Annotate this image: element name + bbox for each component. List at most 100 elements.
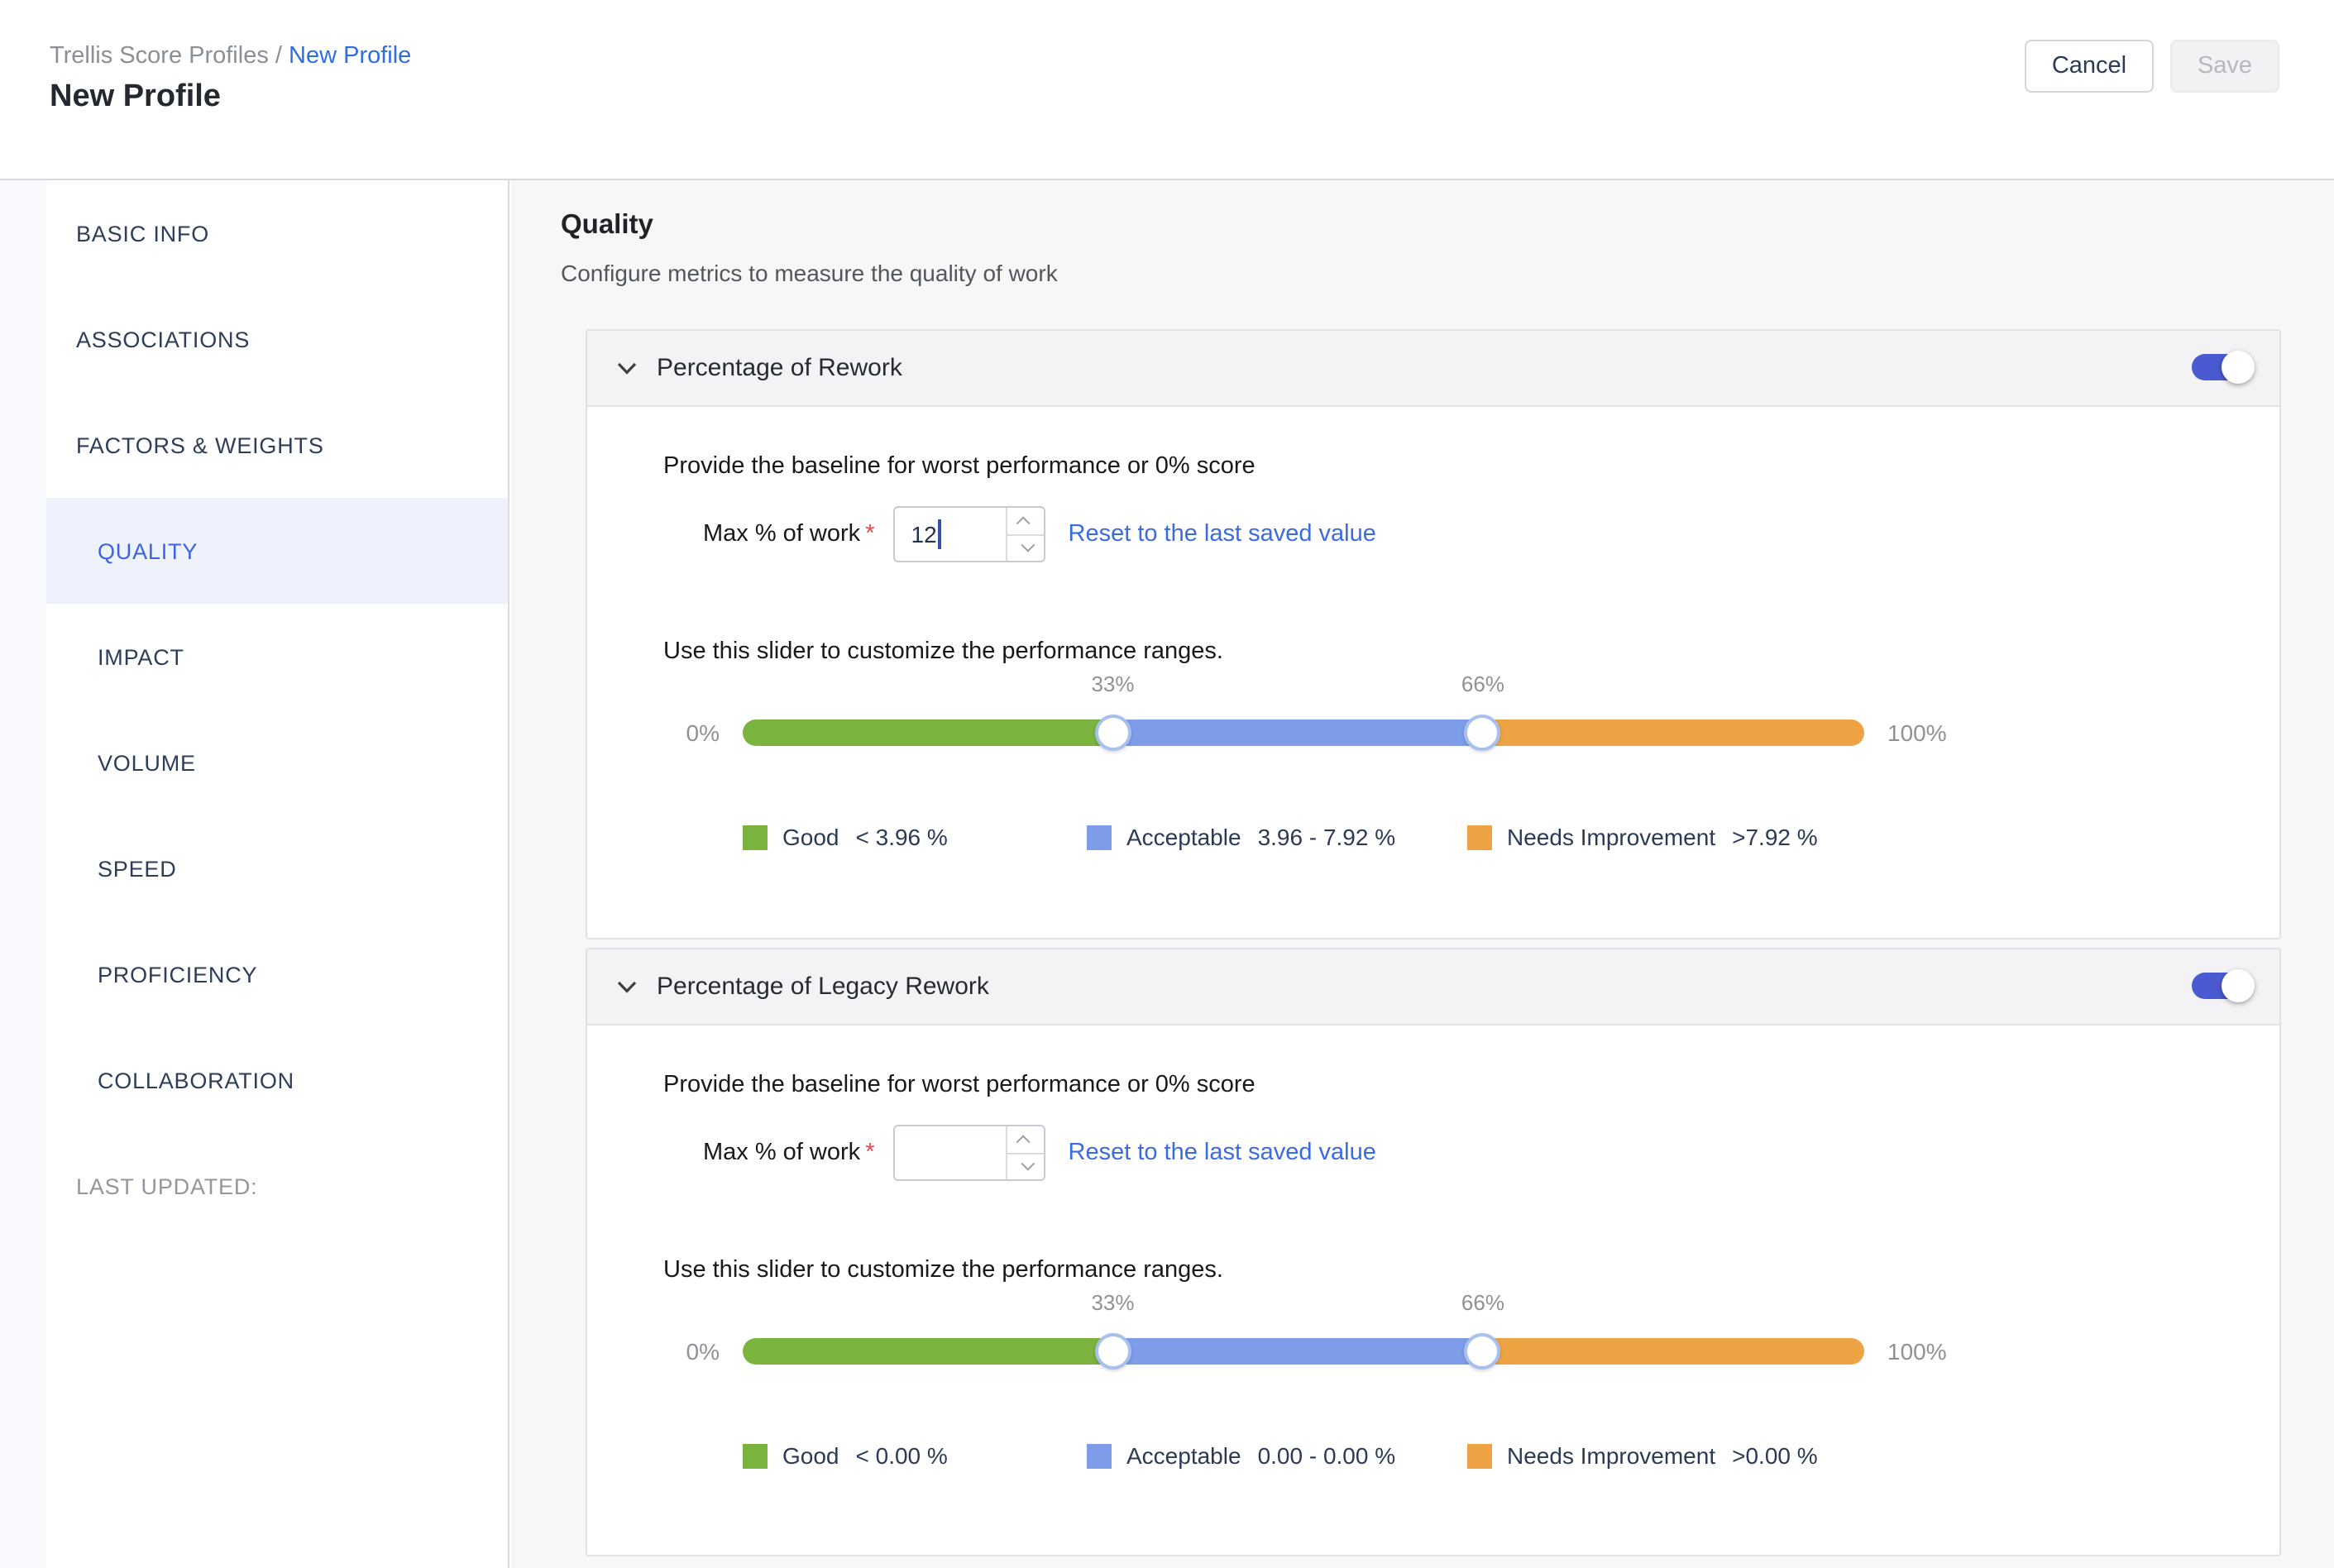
legend-name: Good: [782, 824, 839, 850]
range-legend: Good < 3.96 % Acceptable 3.96 - 7.92 % N…: [587, 824, 2279, 853]
slider-track[interactable]: [743, 719, 1864, 746]
card-header[interactable]: Percentage of Legacy Rework: [587, 949, 2279, 1025]
chevron-up-icon: [1016, 515, 1031, 530]
max-percent-input[interactable]: [892, 1125, 1045, 1181]
sidebar-item-associations[interactable]: ASSOCIATIONS: [46, 286, 508, 392]
max-percent-label: Max % of work: [703, 1140, 861, 1166]
required-marker: *: [865, 1140, 875, 1166]
legend-range: >0.00 %: [1732, 1442, 1818, 1469]
card-body: Provide the baseline for worst performan…: [587, 1025, 2279, 1560]
sidebar-item-label: FACTORS & WEIGHTS: [76, 433, 324, 457]
required-marker: *: [865, 521, 875, 547]
legend-range: 0.00 - 0.00 %: [1257, 1442, 1396, 1469]
card-title: Percentage of Rework: [657, 354, 902, 382]
breadcrumb-parent[interactable]: Trellis Score Profiles: [50, 43, 269, 69]
slider-segment-acceptable: [1112, 1338, 1483, 1365]
reset-link[interactable]: Reset to the last saved value: [1068, 521, 1376, 547]
card-header[interactable]: Percentage of Rework: [587, 331, 2279, 407]
slider-handle2-label: 66%: [1461, 1290, 1504, 1315]
reset-link[interactable]: Reset to the last saved value: [1068, 1140, 1376, 1166]
slider-handle-1[interactable]: [1094, 715, 1131, 751]
legend-name: Acceptable: [1126, 1442, 1241, 1469]
sidebar-item-collaboration[interactable]: COLLABORATION: [46, 1027, 508, 1133]
slider-min-label: 0%: [686, 719, 720, 746]
slider-segment-acceptable: [1112, 719, 1483, 746]
acceptable-swatch: [1087, 825, 1112, 849]
chevron-down-icon[interactable]: [617, 980, 637, 993]
sidebar-item-volume[interactable]: VOLUME: [46, 710, 508, 815]
chevron-down-icon: [1020, 1157, 1035, 1172]
legend-range: < 0.00 %: [855, 1442, 948, 1469]
slider-segment-needs-improvement: [1482, 1338, 1864, 1365]
chevron-down-icon[interactable]: [617, 361, 637, 375]
legend-range: >7.92 %: [1732, 824, 1818, 850]
sidebar-item-basic-info[interactable]: BASIC INFO: [46, 180, 508, 286]
legend-item-acceptable: Acceptable 0.00 - 0.00 %: [1087, 1442, 1395, 1469]
cancel-button[interactable]: Cancel: [2025, 40, 2154, 93]
max-percent-input[interactable]: 12: [892, 506, 1045, 562]
max-percent-row: Max % of work * 12 Reset to the last sav…: [703, 506, 1376, 562]
slider-segment-good: [743, 1338, 1113, 1365]
max-percent-value: 12: [911, 521, 937, 547]
sidebar-item-proficiency[interactable]: PROFICIENCY: [46, 921, 508, 1027]
sidebar-item-factors-weights[interactable]: FACTORS & WEIGHTS: [46, 392, 508, 498]
section-subtitle: Configure metrics to measure the quality…: [561, 260, 1058, 286]
metric-enabled-toggle[interactable]: [2192, 351, 2255, 384]
sidebar-item-label: SPEED: [98, 856, 177, 881]
slider-instruction: Use this slider to customize the perform…: [663, 638, 1223, 665]
slider-segment-good: [743, 719, 1113, 746]
spinner-down-button[interactable]: [1007, 1154, 1044, 1179]
sidebar-item-label: COLLABORATION: [98, 1068, 294, 1092]
page-title: New Profile: [50, 79, 221, 114]
slider-max-label: 100%: [1887, 719, 1947, 746]
needs-improvement-swatch: [1467, 825, 1492, 849]
slider-handle2-label: 66%: [1461, 672, 1504, 696]
sidebar-item-label: PROFICIENCY: [98, 962, 258, 987]
slider-segment-needs-improvement: [1482, 719, 1864, 746]
card-title: Percentage of Legacy Rework: [657, 973, 989, 1001]
breadcrumb-separator: /: [268, 43, 289, 69]
sidebar-item-impact[interactable]: IMPACT: [46, 604, 508, 710]
number-spinner: [1005, 1126, 1044, 1179]
legend-range: < 3.96 %: [855, 824, 948, 850]
spinner-up-button[interactable]: [1007, 508, 1044, 535]
metric-enabled-toggle[interactable]: [2192, 969, 2255, 1002]
max-percent-label: Max % of work: [703, 521, 861, 547]
sidebar-item-label: ASSOCIATIONS: [76, 327, 251, 351]
metric-card-percentage-of-legacy-rework: Percentage of Legacy Rework Provide the …: [586, 948, 2281, 1556]
main-content: Quality Configure metrics to measure the…: [511, 180, 2334, 1568]
slider-track[interactable]: [743, 1338, 1864, 1365]
slider-max-label: 100%: [1887, 1338, 1947, 1365]
performance-range-slider: 0% 33% 66% 100%: [686, 1290, 1947, 1370]
performance-range-slider: 0% 33% 66% 100%: [686, 672, 1947, 751]
sidebar-item-quality[interactable]: QUALITY: [46, 498, 508, 604]
card-body: Provide the baseline for worst performan…: [587, 407, 2279, 941]
slider-min-label: 0%: [686, 1338, 720, 1365]
sidebar-item-label: BASIC INFO: [76, 221, 210, 246]
spinner-down-button[interactable]: [1007, 535, 1044, 561]
slider-handle-2[interactable]: [1464, 1333, 1501, 1370]
baseline-instruction: Provide the baseline for worst performan…: [663, 1072, 1255, 1098]
legend-name: Good: [782, 1442, 839, 1469]
baseline-instruction: Provide the baseline for worst performan…: [663, 453, 1255, 480]
slider-handle-2[interactable]: [1464, 715, 1501, 751]
sidebar-item-last-updated: LAST UPDATED:: [46, 1133, 508, 1239]
sidebar-item-label: LAST UPDATED:: [76, 1174, 258, 1198]
slider-handle-1[interactable]: [1094, 1333, 1131, 1370]
left-rail: [0, 180, 46, 1568]
legend-name: Needs Improvement: [1507, 1442, 1716, 1469]
sidebar-item-speed[interactable]: SPEED: [46, 815, 508, 921]
sidebar-item-label: VOLUME: [98, 750, 196, 775]
good-swatch: [743, 825, 768, 849]
breadcrumb-current[interactable]: New Profile: [289, 43, 412, 69]
legend-range: 3.96 - 7.92 %: [1257, 824, 1396, 850]
sidebar-item-label: QUALITY: [98, 538, 198, 563]
toggle-knob: [2222, 351, 2255, 384]
legend-item-needs-improvement: Needs Improvement >0.00 %: [1467, 1442, 1818, 1469]
save-button[interactable]: Save: [2170, 40, 2279, 93]
spinner-up-button[interactable]: [1007, 1126, 1044, 1154]
slider-handle1-label: 33%: [1091, 672, 1135, 696]
legend-item-good: Good < 3.96 %: [743, 824, 948, 850]
legend-name: Needs Improvement: [1507, 824, 1716, 850]
slider-instruction: Use this slider to customize the perform…: [663, 1257, 1223, 1284]
